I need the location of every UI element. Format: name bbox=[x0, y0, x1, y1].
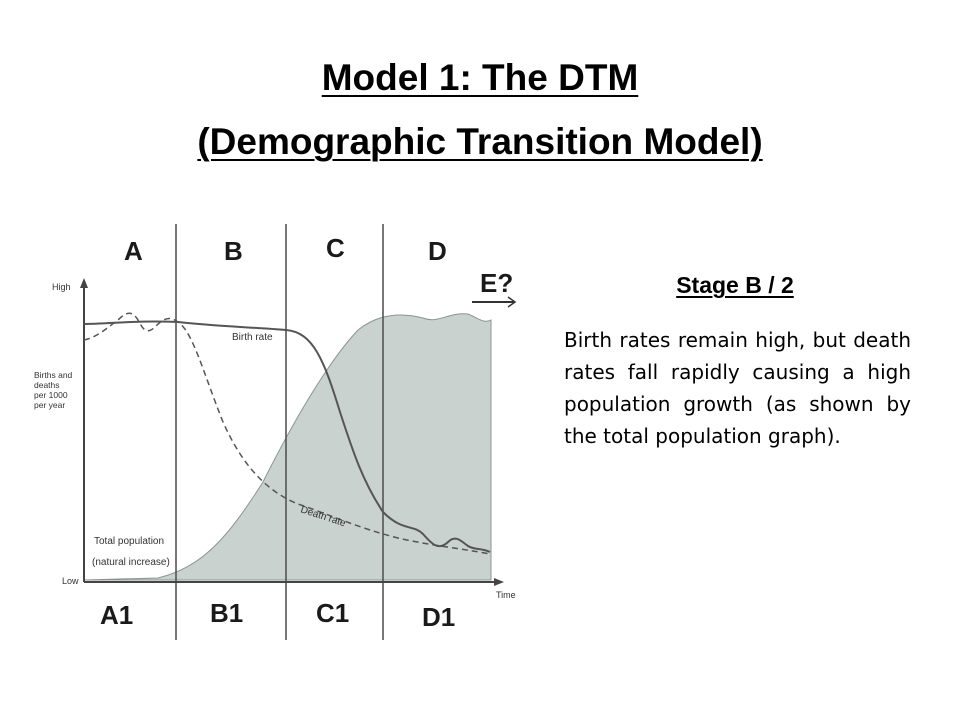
stage-label-e: E? bbox=[480, 268, 513, 298]
y-axis-high-label: High bbox=[52, 282, 71, 292]
y-axis-label-line-2: deaths bbox=[34, 380, 60, 390]
stage-label-c1: C1 bbox=[316, 598, 349, 628]
stage-label-b: B bbox=[224, 236, 243, 266]
stage-label-d: D bbox=[428, 236, 447, 266]
stage-heading: Stage B / 2 bbox=[676, 272, 794, 298]
page-title-line-1: Model 1: The DTM bbox=[321, 57, 639, 98]
dtm-diagram: A B C D E? A1 B1 C1 D1 High Low Births a… bbox=[28, 212, 528, 652]
x-axis-arrow bbox=[494, 578, 504, 586]
page-title-line-2: (Demographic Transition Model) bbox=[197, 121, 763, 162]
y-axis-low-label: Low bbox=[62, 576, 79, 586]
stage-description: Birth rates remain high, but death rates… bbox=[564, 328, 911, 448]
death-rate-curve bbox=[83, 312, 491, 555]
stage-label-b1: B1 bbox=[210, 598, 243, 628]
birth-rate-label: Birth rate bbox=[232, 332, 273, 343]
y-axis-label-line-3: per 1000 bbox=[34, 390, 68, 400]
stage-label-c: C bbox=[326, 233, 345, 263]
y-axis-label-line-4: per year bbox=[34, 400, 65, 410]
stage-label-a1: A1 bbox=[100, 600, 133, 630]
natural-increase-label: (natural increase) bbox=[92, 557, 170, 568]
e-stage-arrow-head bbox=[507, 296, 517, 308]
x-axis-label: Time bbox=[496, 590, 516, 600]
total-population-area bbox=[83, 313, 492, 581]
y-axis-arrow bbox=[80, 278, 88, 288]
birth-rate-curve bbox=[83, 320, 491, 553]
stage-label-a: A bbox=[124, 236, 143, 266]
y-axis-label-line-1: Births and bbox=[34, 370, 73, 380]
total-population-label: Total population bbox=[94, 536, 164, 547]
stage-label-d1: D1 bbox=[422, 602, 455, 632]
